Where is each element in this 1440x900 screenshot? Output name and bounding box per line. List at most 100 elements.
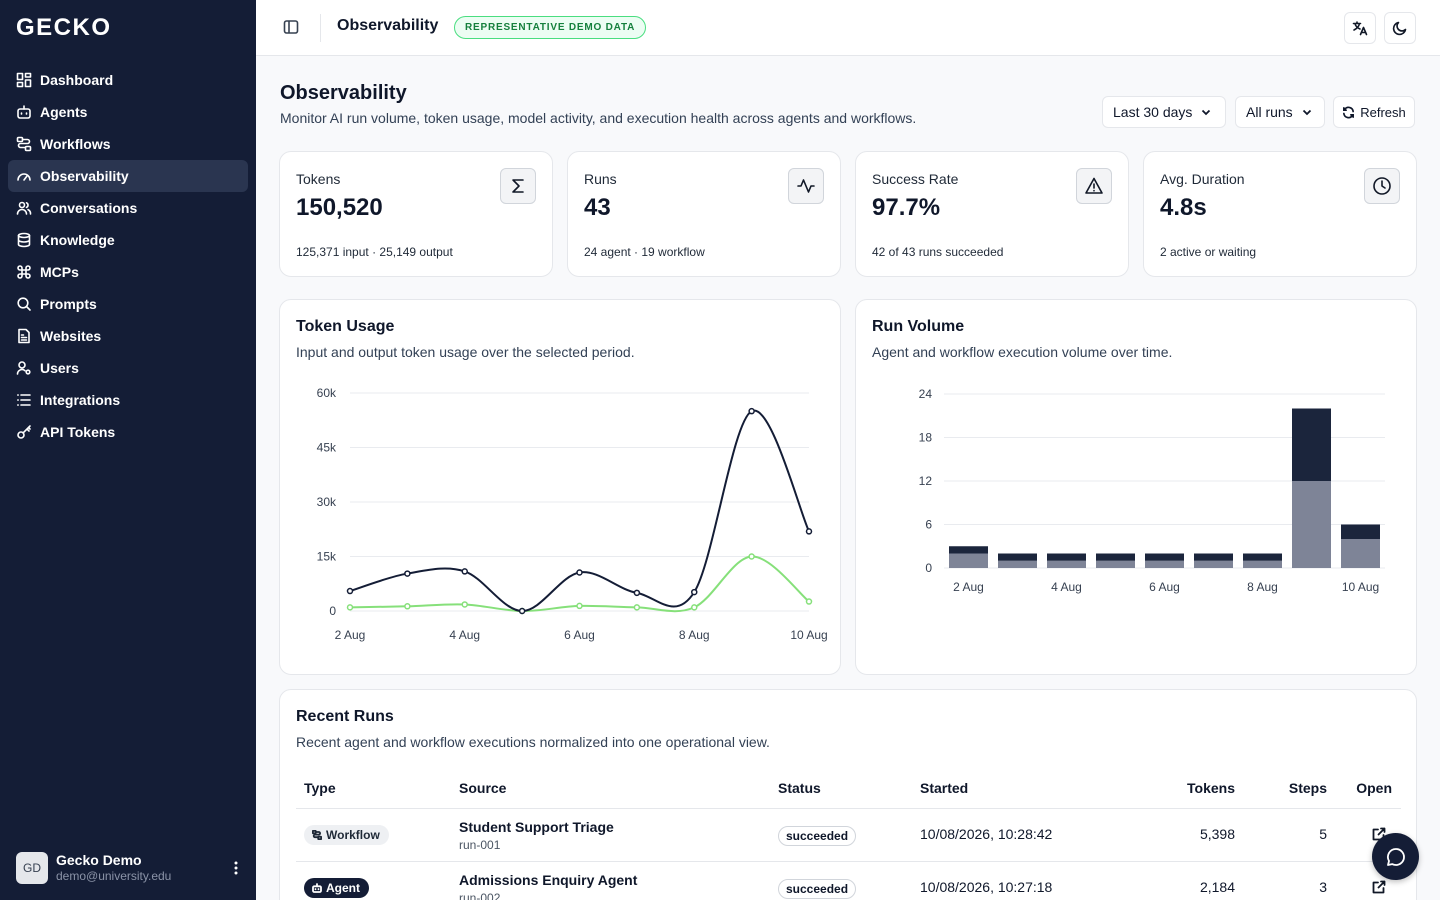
user-menu-button[interactable] xyxy=(228,856,244,880)
x-tick-label: 2 Aug xyxy=(953,580,984,594)
bar-segment xyxy=(1341,524,1380,539)
column-header-started[interactable]: Started xyxy=(920,780,969,796)
panel-left-icon xyxy=(283,20,299,34)
status-badge: succeeded xyxy=(778,879,857,899)
y-tick-label: 45k xyxy=(317,441,337,455)
chat-button[interactable] xyxy=(1372,833,1419,880)
type-badge-workflow: Workflow xyxy=(304,825,389,845)
gecko-logo[interactable]: GECKO xyxy=(16,14,112,41)
run-volume-card: Run Volume Agent and workflow execution … xyxy=(855,299,1417,675)
type-label: Agent xyxy=(326,881,360,895)
data-point xyxy=(518,607,526,615)
run-filter-value: All runs xyxy=(1246,104,1293,120)
card-title: Token Usage xyxy=(296,318,395,335)
data-point xyxy=(576,569,583,576)
column-header-tokens[interactable]: Tokens xyxy=(1187,780,1235,796)
list-icon xyxy=(17,394,31,406)
sidebar-item-integrations[interactable]: Integrations xyxy=(8,384,248,416)
column-header-source[interactable]: Source xyxy=(459,780,507,796)
y-tick-label: 24 xyxy=(919,387,933,401)
run-id: run-002 xyxy=(459,891,501,900)
bar-segment xyxy=(1243,560,1282,568)
y-tick-label: 0 xyxy=(329,604,336,618)
workflow-icon xyxy=(16,136,32,152)
file-icon xyxy=(18,328,30,344)
sidebar-item-conversations[interactable]: Conversations xyxy=(8,192,248,224)
column-header-type[interactable]: Type xyxy=(304,780,336,796)
sidebar-item-prompts[interactable]: Prompts xyxy=(8,288,248,320)
topbar-title: Observability xyxy=(337,17,439,34)
stat-note: 42 of 43 runs succeeded xyxy=(872,245,1004,259)
search-icon xyxy=(17,297,31,311)
data-point xyxy=(404,570,411,577)
stat-value: 43 xyxy=(584,194,611,221)
recent-runs-card: Recent Runs Recent agent and workflow ex… xyxy=(279,689,1417,900)
data-point xyxy=(805,598,813,605)
table-row[interactable]: Agent Admissions Enquiry Agent run-002 s… xyxy=(296,861,1401,900)
page-subtitle: Monitor AI run volume, token usage, mode… xyxy=(280,110,917,126)
sidebar-item-websites[interactable]: Websites xyxy=(8,320,248,352)
sidebar-item-users[interactable]: Users xyxy=(8,352,248,384)
sidebar-item-label: MCPs xyxy=(40,264,79,280)
stat-card-avg-duration: Avg. Duration 4.8s 2 active or waiting xyxy=(1143,151,1417,277)
table-row[interactable]: Workflow Student Support Triage run-001 … xyxy=(296,808,1401,861)
stat-label: Avg. Duration xyxy=(1160,171,1245,187)
sidebar-item-label: Workflows xyxy=(40,136,111,152)
logo-text: GECKO xyxy=(16,14,112,41)
language-button[interactable] xyxy=(1344,12,1376,44)
bar-segment xyxy=(1194,553,1233,561)
sidebar-item-agents[interactable]: Agents xyxy=(8,96,248,128)
gauge-icon xyxy=(17,173,31,181)
sidebar-item-label: Conversations xyxy=(40,200,138,216)
user-profile[interactable]: GD Gecko Demo demo@university.edu xyxy=(16,852,244,884)
user-info: Gecko Demo demo@university.edu xyxy=(56,852,228,883)
divider xyxy=(320,14,321,42)
data-point xyxy=(805,528,813,535)
sidebar-item-knowledge[interactable]: Knowledge xyxy=(8,224,248,256)
sidebar-item-label: Integrations xyxy=(40,392,121,408)
column-header-steps[interactable]: Steps xyxy=(1288,780,1327,796)
open-run-button[interactable] xyxy=(1371,879,1387,895)
more-vertical-icon xyxy=(234,861,238,875)
sidebar-item-dashboard[interactable]: Dashboard xyxy=(8,64,248,96)
data-point xyxy=(748,553,755,560)
workflow-icon xyxy=(312,830,322,840)
theme-toggle-button[interactable] xyxy=(1384,12,1416,44)
data-point xyxy=(691,604,698,611)
date-range-select[interactable]: Last 30 days xyxy=(1102,96,1226,128)
bar-segment xyxy=(998,560,1037,568)
user-key-icon xyxy=(16,361,31,375)
chat-bubble-icon xyxy=(1386,847,1405,866)
run-filter-select[interactable]: All runs xyxy=(1235,96,1325,128)
column-header-status[interactable]: Status xyxy=(778,780,821,796)
card-subtitle: Input and output token usage over the se… xyxy=(296,344,635,360)
stat-note: 2 active or waiting xyxy=(1160,245,1257,259)
clock-icon xyxy=(1373,177,1391,195)
sidebar-item-label: API Tokens xyxy=(40,424,116,440)
y-tick-label: 30k xyxy=(317,495,337,509)
stat-label: Success Rate xyxy=(872,171,959,187)
demo-data-badge: REPRESENTATIVE DEMO DATA xyxy=(454,16,647,39)
date-range-value: Last 30 days xyxy=(1113,104,1193,120)
bar-segment xyxy=(949,546,988,554)
y-tick-label: 12 xyxy=(919,474,933,488)
sidebar-item-observability[interactable]: Observability xyxy=(8,160,248,192)
column-header-open: Open xyxy=(1356,780,1392,796)
sidebar-nav: Dashboard Agents Workflows Observability… xyxy=(8,64,248,448)
sidebar-item-api-tokens[interactable]: API Tokens xyxy=(8,416,248,448)
sidebar-item-mcps[interactable]: MCPs xyxy=(8,256,248,288)
started-time: 10/08/2026, 10:27:18 xyxy=(920,879,1053,895)
command-icon xyxy=(17,265,31,279)
sidebar-item-workflows[interactable]: Workflows xyxy=(8,128,248,160)
card-title: Run Volume xyxy=(872,318,965,335)
bar-segment xyxy=(1194,560,1233,568)
sidebar-item-label: Observability xyxy=(40,168,129,184)
x-tick-label: 8 Aug xyxy=(1247,580,1278,594)
sidebar-toggle-button[interactable] xyxy=(280,16,302,38)
stat-icon-box xyxy=(500,168,536,204)
chevron-down-icon xyxy=(1302,109,1311,116)
stat-label: Tokens xyxy=(296,171,341,187)
sidebar: GECKO Dashboard Agents Workflows Observa… xyxy=(0,0,256,900)
refresh-button[interactable]: Refresh xyxy=(1333,96,1415,128)
bar-segment xyxy=(1292,481,1331,568)
